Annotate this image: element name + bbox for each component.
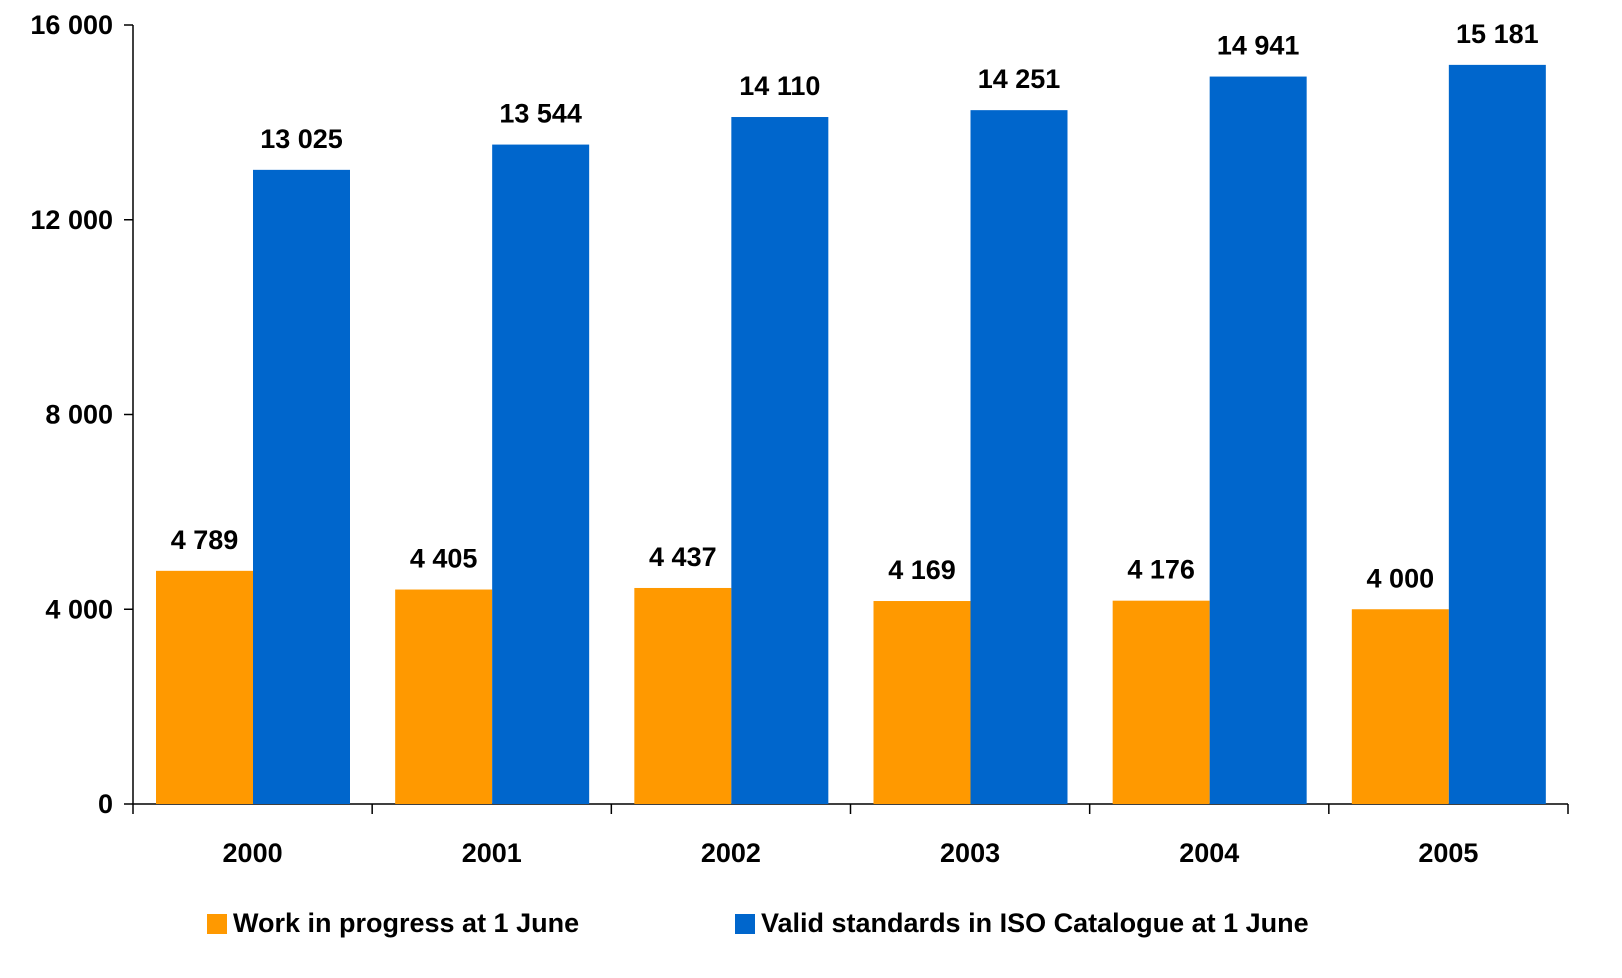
data-label: 4 789 [171, 525, 239, 555]
data-label: 14 941 [1217, 31, 1300, 61]
bar-work-in-progress [156, 570, 253, 804]
data-label: 13 025 [260, 124, 343, 154]
legend-item-work-in-progress: Work in progress at 1 June [207, 908, 579, 939]
legend-label-work-in-progress: Work in progress at 1 June [233, 908, 580, 938]
chart-labels: 4 789 13 025 4 405 13 544 4 437 14 110 4 169 14… [171, 19, 1539, 593]
data-label: 4 169 [888, 555, 956, 585]
data-label: 4 405 [410, 544, 478, 574]
bar-valid-standards [1448, 64, 1546, 804]
x-category-label: 2002 [701, 838, 761, 868]
x-category-label: 2001 [462, 838, 522, 868]
y-tick-label: 16 000 [30, 10, 113, 40]
data-label: 14 110 [739, 71, 820, 101]
bar-work-in-progress [634, 587, 732, 804]
data-label: 13 544 [499, 99, 582, 129]
legend-swatch-work-in-progress [207, 913, 227, 934]
bar-valid-standards [970, 110, 1068, 805]
y-tick-label: 12 000 [30, 205, 113, 235]
bar-work-in-progress [395, 589, 493, 804]
x-category-label: 2005 [1418, 838, 1478, 868]
data-label: 15 181 [1456, 19, 1539, 49]
bar-valid-standards [1209, 76, 1307, 804]
chart-legend: Work in progress at 1 June Valid standar… [0, 908, 1622, 948]
data-label: 4 437 [649, 542, 717, 572]
data-label: 4 176 [1127, 555, 1195, 585]
y-tick-label: 8 000 [45, 400, 113, 430]
chart-axes: 0 4 000 8 000 12 000 16 000 2000 2001 2002 2003 2… [30, 10, 1569, 868]
bar-valid-standards [253, 169, 350, 804]
legend-swatch-valid-standards [735, 913, 755, 934]
bar-work-in-progress [1351, 609, 1449, 804]
data-label: 4 000 [1367, 563, 1435, 593]
x-category-label: 2003 [940, 838, 1000, 868]
data-label: 14 251 [978, 64, 1061, 94]
x-category-label: 2004 [1179, 838, 1239, 868]
x-category-label: 2000 [223, 838, 283, 868]
bar-chart: 0 4 000 8 000 12 000 16 000 2000 2001 2002 2003 2… [30, 10, 1569, 868]
legend-label-valid-standards: Valid standards in ISO Catalogue at 1 Ju… [761, 908, 1309, 938]
bar-valid-standards [492, 144, 590, 804]
legend-item-valid-standards: Valid standards in ISO Catalogue at 1 Ju… [735, 908, 1309, 939]
chart-bars [156, 64, 1546, 805]
bar-work-in-progress [1112, 600, 1210, 804]
bar-work-in-progress [873, 601, 971, 804]
bar-valid-standards [731, 117, 829, 804]
y-tick-label: 4 000 [45, 594, 113, 624]
y-tick-label: 0 [98, 789, 113, 819]
